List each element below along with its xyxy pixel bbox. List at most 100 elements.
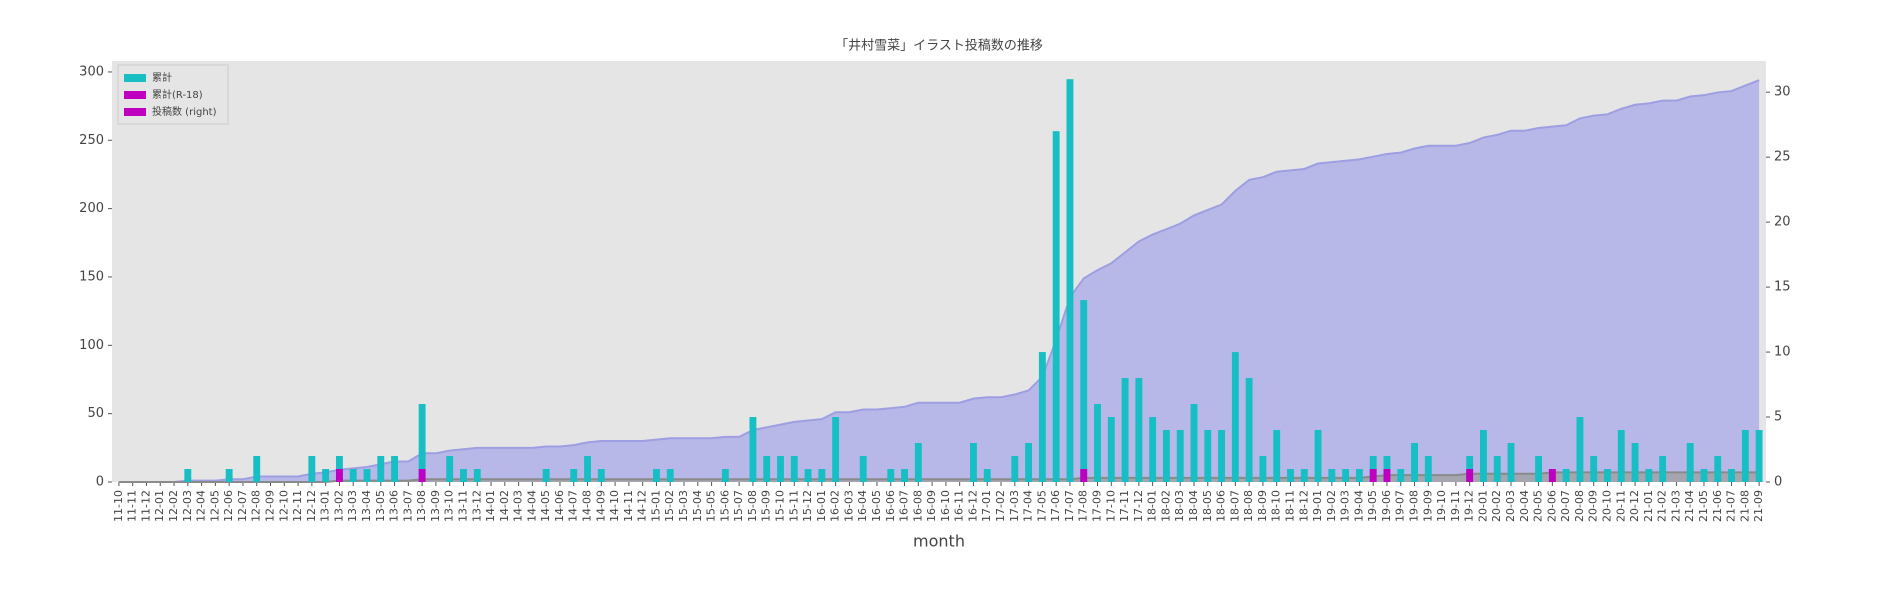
x-tick-label: 15-03 <box>677 490 690 522</box>
bar <box>377 456 385 482</box>
bar <box>721 469 729 482</box>
bar <box>1231 352 1239 482</box>
x-tick-label: 15-11 <box>787 490 800 522</box>
x-tick-label: 15-06 <box>718 490 731 522</box>
x-tick-label: 11-12 <box>139 490 152 522</box>
x-tick-label: 16-02 <box>829 490 842 522</box>
x-tick-label: 11-10 <box>112 490 125 522</box>
y2-tick-label: 5 <box>1774 410 1782 425</box>
bar <box>832 417 840 482</box>
x-tick-label: 14-01 <box>484 490 497 522</box>
bar <box>597 469 605 482</box>
x-tick-label: 16-05 <box>870 490 883 522</box>
x-tick-label: 12-06 <box>222 490 235 522</box>
x-tick-label: 17-04 <box>1022 490 1035 522</box>
bar <box>1328 469 1336 482</box>
x-tick-label: 12-01 <box>153 490 166 522</box>
x-tick-label: 13-08 <box>415 490 428 522</box>
x-tick-label: 17-10 <box>1104 490 1117 522</box>
x-tick-label: 20-07 <box>1559 490 1572 522</box>
bar <box>1135 378 1143 482</box>
x-tick-label: 15-07 <box>732 490 745 522</box>
x-tick-label: 14-07 <box>567 490 580 522</box>
x-tick-label: 13-07 <box>401 490 414 522</box>
x-tick-label: 16-04 <box>856 490 869 522</box>
bar <box>1397 469 1405 482</box>
bar <box>1094 404 1101 482</box>
x-tick-label: 12-11 <box>291 490 304 522</box>
x-tick-label: 18-05 <box>1201 490 1214 522</box>
bar <box>1204 430 1212 482</box>
y2-tick-label: 25 <box>1774 150 1791 165</box>
x-tick-label: 15-01 <box>649 490 662 522</box>
x-tick-label: 13-04 <box>360 490 373 522</box>
bar <box>1314 430 1322 482</box>
bar <box>804 469 812 482</box>
x-tick-label: 19-03 <box>1339 490 1352 522</box>
x-tick-label: 13-10 <box>443 490 456 522</box>
x-tick-label: 21-05 <box>1697 490 1710 522</box>
x-tick-label: 15-08 <box>746 490 759 522</box>
bar <box>1562 469 1570 482</box>
x-tick-label: 21-06 <box>1711 490 1724 522</box>
legend-swatch <box>124 74 146 82</box>
bar <box>1411 443 1418 482</box>
bar <box>1548 469 1556 482</box>
x-tick-label: 16-12 <box>966 490 979 522</box>
bar <box>652 469 660 482</box>
x-tick-label: 13-03 <box>346 490 359 522</box>
x-tick-label: 16-09 <box>925 490 938 522</box>
x-tick-label: 15-02 <box>663 490 676 522</box>
bar <box>542 469 550 482</box>
x-tick-label: 13-09 <box>429 490 442 522</box>
bar <box>859 456 867 482</box>
x-tick-label: 21-03 <box>1669 490 1682 522</box>
x-tick-label: 12-08 <box>250 490 263 522</box>
bar <box>777 456 784 482</box>
bar <box>253 456 261 482</box>
bar <box>1259 456 1267 482</box>
x-tick-label: 14-05 <box>539 490 552 522</box>
bar <box>1080 469 1088 482</box>
x-tick-label: 17-05 <box>1035 490 1048 522</box>
y2-tick-label: 20 <box>1774 215 1791 230</box>
x-tick-label: 17-07 <box>1063 490 1076 522</box>
y-tick-label: 200 <box>79 201 104 216</box>
bar <box>901 469 908 482</box>
x-tick-label: 14-09 <box>594 490 607 522</box>
x-tick-label: 17-09 <box>1091 490 1104 522</box>
bar <box>1038 352 1046 482</box>
bar <box>1686 443 1694 482</box>
y2-tick-label: 10 <box>1774 345 1791 360</box>
bar <box>1176 430 1184 482</box>
x-tick-label: 15-12 <box>801 490 814 522</box>
bar <box>1755 430 1763 482</box>
x-tick-label: 20-04 <box>1518 490 1531 522</box>
x-tick-label: 19-04 <box>1352 490 1365 522</box>
x-tick-label: 21-02 <box>1656 490 1669 522</box>
bar <box>418 469 426 482</box>
x-tick-label: 18-08 <box>1242 490 1255 522</box>
x-tick-label: 15-09 <box>760 490 773 522</box>
x-tick-label: 13-05 <box>374 490 387 522</box>
x-tick-label: 12-02 <box>167 490 180 522</box>
y-tick-label: 150 <box>79 269 104 284</box>
bar <box>763 456 771 482</box>
x-tick-label: 14-08 <box>581 490 594 522</box>
x-tick-label: 17-01 <box>980 490 993 522</box>
bar <box>1424 456 1432 482</box>
x-tick-label: 18-06 <box>1215 490 1228 522</box>
x-tick-label: 19-01 <box>1311 490 1324 522</box>
x-tick-label: 18-11 <box>1283 490 1296 522</box>
x-tick-label: 13-01 <box>319 490 332 522</box>
bar <box>184 469 192 482</box>
x-tick-label: 13-12 <box>470 490 483 522</box>
bar <box>1700 469 1708 482</box>
bar <box>335 469 343 482</box>
bar <box>1011 456 1019 482</box>
x-tick-label: 13-06 <box>388 490 401 522</box>
x-tick-label: 21-01 <box>1642 490 1655 522</box>
bar <box>970 443 977 482</box>
x-tick-label: 20-10 <box>1600 490 1613 522</box>
